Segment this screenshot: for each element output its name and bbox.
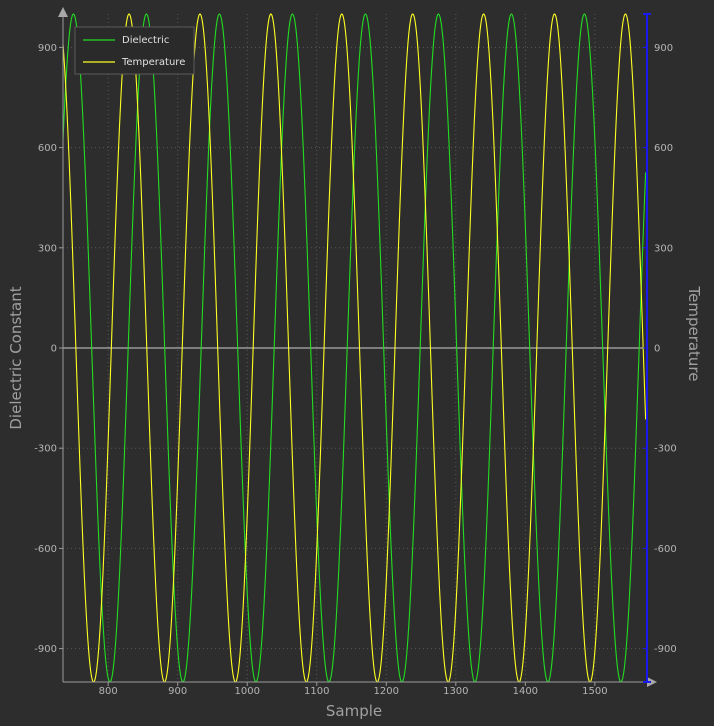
y2-tick-label: 600	[654, 143, 673, 154]
x-tick-label: 1200	[374, 686, 399, 697]
y2-tick-label: -600	[654, 544, 677, 555]
legend-box	[74, 26, 195, 75]
x-tick-label: 1300	[443, 686, 468, 697]
legend-label-temperature: Temperature	[121, 57, 185, 68]
y-tick-label: -600	[34, 544, 57, 555]
x-tick-label: 1100	[304, 686, 329, 697]
y-tick-label: 900	[38, 43, 57, 54]
y2-tick-label: -300	[654, 444, 677, 455]
x-tick-label: 1400	[513, 686, 538, 697]
y2-tick-label: -900	[654, 644, 677, 655]
axes: 800 900 1000 1100 1200 1300 1400 1500 -900 -600 -3…	[34, 7, 677, 697]
y-tick-label: -300	[34, 444, 57, 455]
legend-label-dielectric: Dielectric	[122, 35, 169, 46]
y2-tick-label: 300	[654, 243, 673, 254]
series-line-temperature	[62, 13, 647, 683]
y-tick-label: -900	[34, 644, 57, 655]
y2-tick-label: 900	[654, 43, 673, 54]
x-tick-label: 800	[99, 686, 118, 697]
x-tick-label: 1500	[582, 686, 607, 697]
y-tick-label: 300	[38, 243, 57, 254]
y2-tick-label: 0	[654, 344, 660, 355]
legend: Dielectric Temperature	[74, 26, 195, 75]
x-axis-title: Sample	[326, 702, 382, 720]
y-axis-title: Dielectric Constant	[7, 286, 25, 429]
x-tick-label: 900	[168, 686, 187, 697]
y-axis-arrow	[58, 7, 68, 17]
y-tick-label: 0	[51, 344, 57, 355]
y2-axis-title: Temperature	[685, 285, 703, 381]
y-tick-label: 600	[38, 143, 57, 154]
x-axis-arrow	[647, 677, 657, 687]
x-tick-label: 1000	[235, 686, 260, 697]
